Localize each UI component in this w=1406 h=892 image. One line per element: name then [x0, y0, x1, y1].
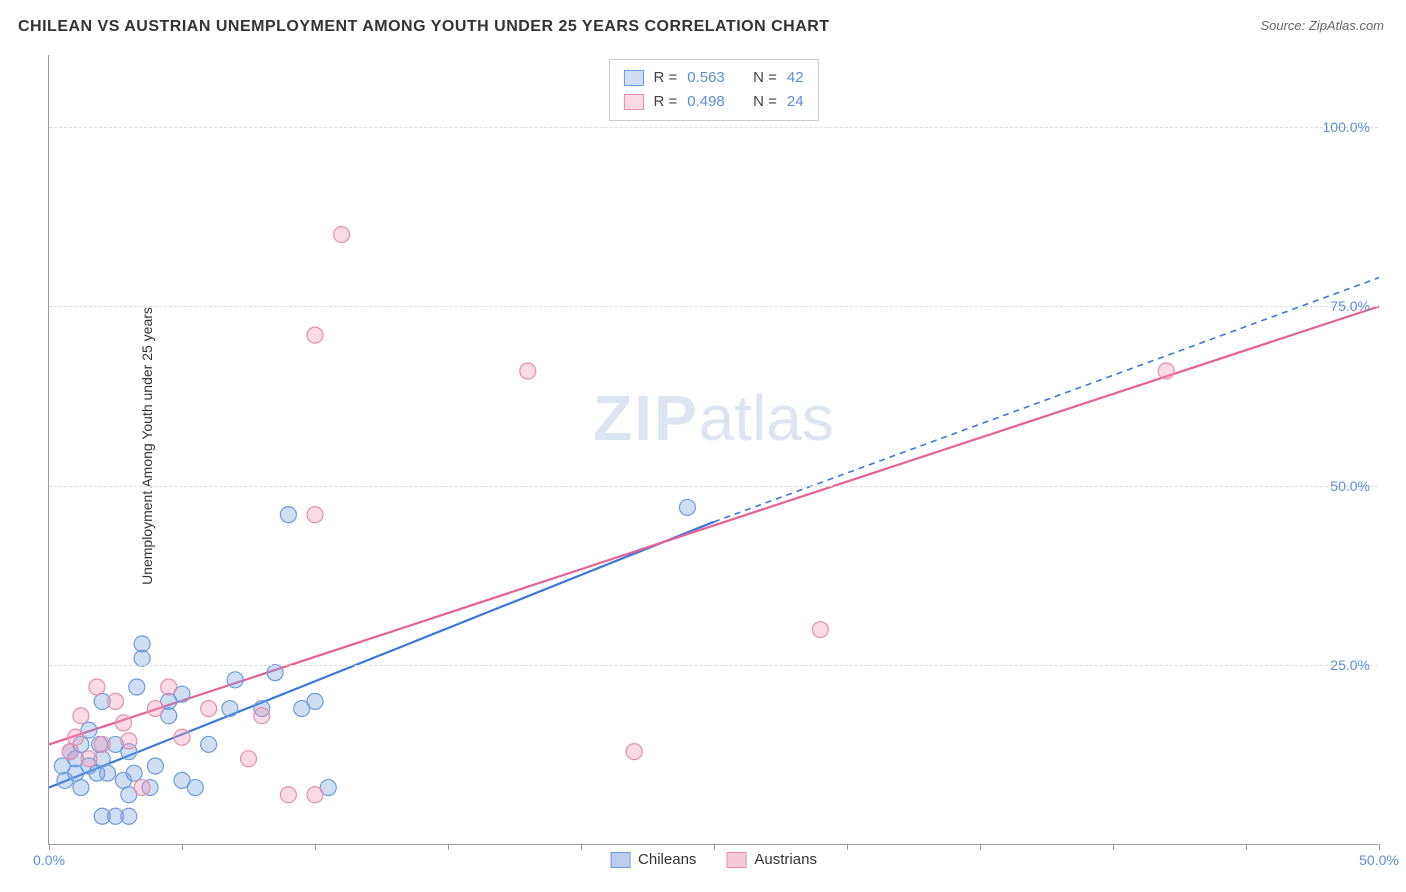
data-point: [280, 787, 296, 803]
x-tick: [315, 844, 316, 850]
data-point: [81, 751, 97, 767]
data-point: [812, 622, 828, 638]
data-point: [626, 744, 642, 760]
legend-swatch-chileans: [610, 852, 630, 868]
data-point: [89, 679, 105, 695]
gridline: [49, 306, 1378, 307]
data-point: [307, 507, 323, 523]
data-point: [115, 715, 131, 731]
data-point: [108, 693, 124, 709]
data-point: [161, 679, 177, 695]
data-point: [307, 787, 323, 803]
data-point: [147, 701, 163, 717]
source-attribution: Source: ZipAtlas.com: [1260, 18, 1384, 33]
data-point: [121, 808, 137, 824]
data-point: [68, 729, 84, 745]
data-point: [134, 650, 150, 666]
plot-svg: [49, 55, 1378, 844]
series-legend: Chileans Austrians: [610, 851, 817, 868]
data-point: [121, 733, 137, 749]
data-point: [307, 693, 323, 709]
data-point: [201, 736, 217, 752]
x-tick: [182, 844, 183, 850]
data-point: [134, 780, 150, 796]
legend-item-austrians: Austrians: [726, 851, 817, 868]
data-point: [73, 708, 89, 724]
data-point: [1158, 363, 1174, 379]
data-point: [520, 363, 536, 379]
data-point: [126, 765, 142, 781]
x-tick-label: 0.0%: [33, 852, 65, 868]
x-tick: [1246, 844, 1247, 850]
data-point: [94, 736, 110, 752]
x-tick: [1113, 844, 1114, 850]
data-point: [222, 701, 238, 717]
y-tick-label: 25.0%: [1330, 657, 1370, 673]
plot-area: ZIPatlas R = 0.563 N = 42 R = 0.498 N = …: [48, 55, 1378, 845]
x-tick: [49, 844, 50, 850]
data-point: [254, 708, 270, 724]
data-point: [280, 507, 296, 523]
legend-swatch-austrians: [726, 852, 746, 868]
x-tick: [448, 844, 449, 850]
data-point: [334, 227, 350, 243]
gridline: [49, 127, 1378, 128]
x-tick: [714, 844, 715, 850]
data-point: [100, 765, 116, 781]
data-point: [267, 665, 283, 681]
y-tick-label: 100.0%: [1323, 119, 1370, 135]
data-point: [679, 499, 695, 515]
y-tick-label: 50.0%: [1330, 478, 1370, 494]
x-tick: [581, 844, 582, 850]
y-tick-label: 75.0%: [1330, 298, 1370, 314]
legend-item-chileans: Chileans: [610, 851, 696, 868]
data-point: [241, 751, 257, 767]
data-point: [307, 327, 323, 343]
data-point: [147, 758, 163, 774]
chart-title: CHILEAN VS AUSTRIAN UNEMPLOYMENT AMONG Y…: [18, 18, 830, 36]
legend-label-chileans: Chileans: [638, 851, 696, 868]
data-point: [187, 780, 203, 796]
gridline: [49, 665, 1378, 666]
legend-label-austrians: Austrians: [754, 851, 817, 868]
data-point: [227, 672, 243, 688]
x-tick: [980, 844, 981, 850]
data-point: [129, 679, 145, 695]
trend-line: [49, 306, 1379, 744]
data-point: [62, 744, 78, 760]
data-point: [201, 701, 217, 717]
chart-container: CHILEAN VS AUSTRIAN UNEMPLOYMENT AMONG Y…: [0, 0, 1406, 892]
x-tick: [847, 844, 848, 850]
data-point: [73, 780, 89, 796]
x-tick: [1379, 844, 1380, 850]
gridline: [49, 486, 1378, 487]
x-tick-label: 50.0%: [1359, 852, 1399, 868]
data-point: [174, 729, 190, 745]
data-point: [134, 636, 150, 652]
